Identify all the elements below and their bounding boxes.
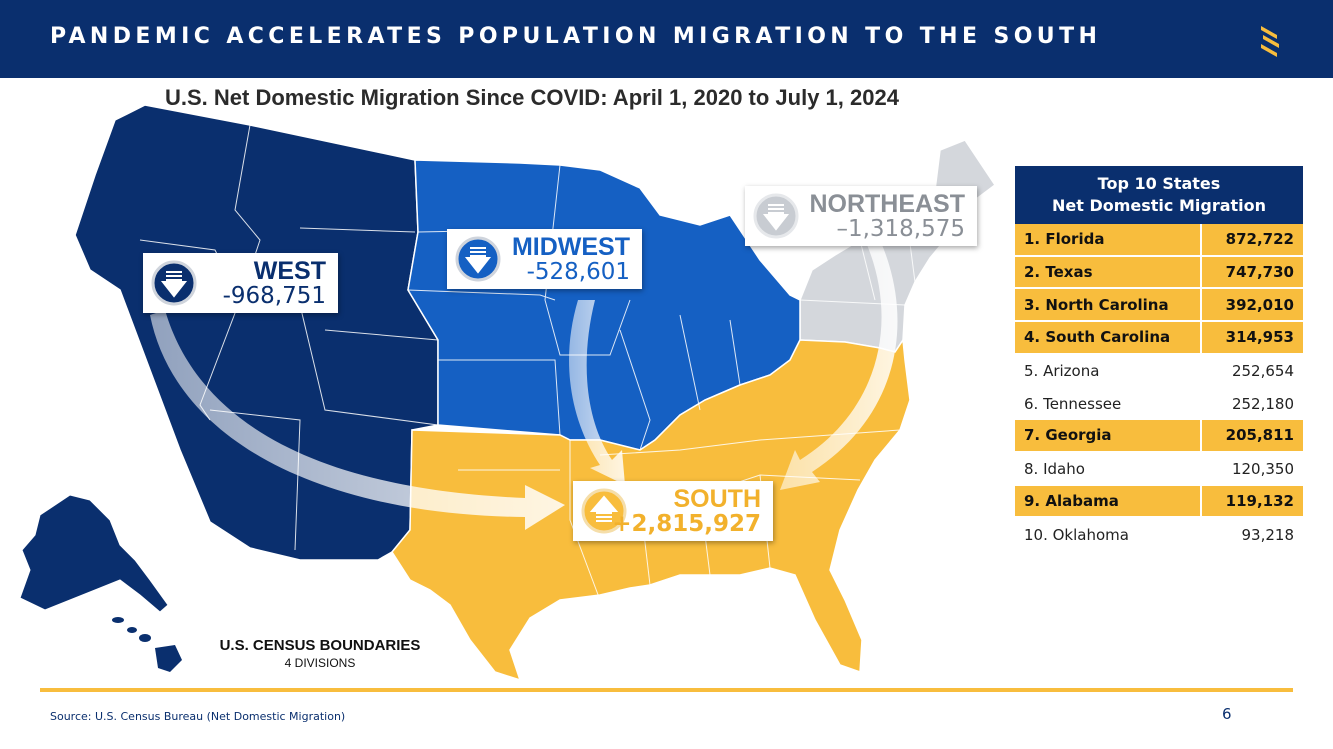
south-name: SOUTH (673, 485, 762, 513)
state-name: 8. Idaho (1024, 460, 1085, 479)
table-row: 3. North Carolina 392,010 (1015, 289, 1303, 323)
page-title: PANDEMIC ACCELERATES POPULATION MIGRATIO… (50, 24, 1102, 49)
table-row: 10. Oklahoma 93,218 (1015, 518, 1303, 551)
west-label: WEST -968,751 (143, 253, 338, 313)
table-title-line2: Net Domestic Migration (1051, 196, 1267, 215)
northeast-label: NORTHEAST –1,318,575 (745, 186, 977, 246)
s-logo-icon (1261, 26, 1279, 57)
state-value: 314,953 (1225, 328, 1294, 347)
table-row: 4. South Carolina 314,953 (1015, 322, 1303, 355)
state-value: 93,218 (1241, 525, 1295, 544)
northeast-value: –1,318,575 (836, 216, 965, 242)
down-arrow-icon (753, 193, 799, 239)
us-census-region-map (19, 104, 997, 682)
arrow-midwest-to-south (569, 300, 625, 485)
state-name: 6. Tennessee (1024, 394, 1122, 413)
up-arrow-icon (581, 488, 627, 534)
region-northeast (799, 139, 997, 353)
state-value: 119,132 (1225, 491, 1294, 510)
state-name: 9. Alabama (1024, 491, 1119, 510)
state-name: 5. Arizona (1024, 362, 1100, 381)
source-note: Source: U.S. Census Bureau (Net Domestic… (50, 710, 346, 723)
top-states-table: Top 10 States Net Domestic Migration 1. … (1015, 166, 1303, 551)
map-subtitle: U.S. Net Domestic Migration Since COVID:… (165, 85, 899, 110)
south-label: SOUTH +2,815,927 (573, 481, 773, 541)
state-value: 205,811 (1225, 426, 1294, 445)
state-value: 872,722 (1225, 230, 1294, 249)
region-west-hawaii (112, 617, 182, 672)
northeast-name: NORTHEAST (809, 190, 965, 218)
west-value: -968,751 (222, 283, 326, 309)
midwest-name: MIDWEST (511, 233, 630, 261)
state-name: 4. South Carolina (1024, 328, 1171, 347)
table-row: 6. Tennessee 252,180 (1015, 387, 1303, 420)
west-name: WEST (253, 257, 326, 285)
state-value: 392,010 (1225, 295, 1294, 314)
table-row: 7. Georgia 205,811 (1015, 420, 1303, 453)
state-name: 10. Oklahoma (1024, 525, 1129, 544)
region-west-alaska (19, 494, 169, 613)
state-value: 252,654 (1231, 362, 1294, 381)
arrow-northeast-to-south (780, 240, 898, 490)
state-value: 252,180 (1231, 394, 1294, 413)
midwest-label: MIDWEST -528,601 (447, 229, 642, 289)
census-legend: U.S. CENSUS BOUNDARIES 4 DIVISIONS (200, 637, 440, 670)
footer-divider (40, 688, 1293, 692)
page-number: 6 (1222, 705, 1232, 723)
south-value: +2,815,927 (612, 511, 761, 537)
census-title: U.S. CENSUS BOUNDARIES (219, 637, 421, 654)
table-header: Top 10 States Net Domestic Migration (1015, 166, 1303, 224)
census-subtitle: 4 DIVISIONS (284, 656, 356, 670)
down-arrow-icon (151, 260, 197, 306)
arrow-west-to-south (150, 310, 565, 530)
state-name: 3. North Carolina (1024, 295, 1169, 314)
table-row: 2. Texas 747,730 (1015, 256, 1303, 290)
migration-arrows (150, 240, 898, 530)
state-name: 2. Texas (1024, 263, 1093, 282)
state-name: 1. Florida (1024, 230, 1105, 249)
state-name: 7. Georgia (1024, 426, 1112, 445)
state-value: 747,730 (1225, 263, 1294, 282)
table-row: 1. Florida 872,722 (1015, 224, 1303, 257)
down-arrow-icon (455, 236, 501, 282)
table-row: 8. Idaho 120,350 (1015, 453, 1303, 486)
table-title-line1: Top 10 States (1097, 174, 1221, 193)
table-row: 9. Alabama 119,132 (1015, 485, 1303, 519)
table-row: 5. Arizona 252,654 (1015, 355, 1303, 388)
midwest-value: -528,601 (526, 259, 630, 285)
state-value: 120,350 (1231, 460, 1294, 479)
header-bar: PANDEMIC ACCELERATES POPULATION MIGRATIO… (0, 0, 1333, 78)
